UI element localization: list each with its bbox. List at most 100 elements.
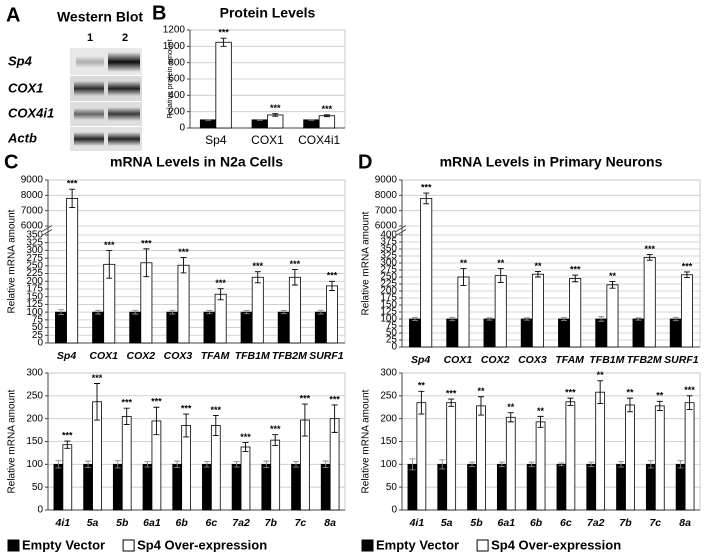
bar: [595, 318, 608, 348]
significance-label: **: [626, 387, 634, 397]
error-bar: [132, 309, 139, 315]
significance-label: **: [477, 386, 485, 396]
x-tick-label: 6b: [176, 517, 189, 529]
error-bar: [212, 415, 219, 437]
bar: [407, 463, 418, 511]
y-tick-label: 150: [26, 436, 43, 447]
y-tick-label: 275: [380, 265, 397, 276]
significance-label: ***: [565, 387, 576, 397]
x-tick-label: 7a2: [232, 517, 250, 529]
error-bar: [243, 310, 250, 315]
bar: [210, 425, 221, 511]
error-bar: [588, 461, 595, 468]
bar: [199, 119, 217, 129]
error-bar: [618, 461, 625, 468]
x-tick-label: COX3: [518, 354, 547, 366]
error-bar: [423, 192, 430, 205]
error-bar: [412, 317, 419, 321]
bar: [215, 41, 232, 129]
significance-label: **: [656, 391, 664, 401]
x-tick-label: 7a2: [587, 517, 605, 529]
y-tick-label: 225: [380, 279, 397, 290]
error-bar: [523, 317, 530, 321]
error-bar: [647, 460, 654, 469]
bar: [569, 277, 582, 348]
bar: [645, 463, 656, 511]
significance-label: ***: [270, 103, 281, 113]
significance-label: ***: [67, 179, 78, 189]
y-tick-label: 50: [32, 322, 44, 333]
lane-label: 2: [122, 32, 128, 44]
y-tick-label: 75: [386, 321, 398, 332]
y-tick-label: 375: [380, 237, 397, 248]
y-tick-label: 50: [386, 328, 398, 339]
y-tick-label: 7000: [375, 205, 398, 216]
x-tick-label: COX1: [89, 350, 118, 362]
chart-title: mRNA Levels in Primary Neurons: [440, 154, 663, 170]
x-tick-label: SURF1: [309, 350, 344, 362]
error-bar: [292, 461, 299, 468]
x-tick-label: COX4i1: [298, 133, 340, 147]
axis-break: [395, 225, 407, 236]
panel-letter: D: [358, 151, 372, 173]
y-tick-label: 200: [26, 413, 43, 424]
chart: 0 200 400 600 800 1000 1200 Sp4 *** COX1 *** COX4i1…: [152, 2, 346, 147]
bar: [632, 318, 645, 348]
error-bar: [95, 309, 102, 315]
chart: 0 50 100 150 200 250 300 4i1 *** 5a *** 5b *** 6a1 ***…: [7, 368, 346, 552]
x-tick-label: Sp4: [57, 350, 76, 362]
y-tick-label: 250: [380, 390, 397, 401]
bar: [240, 311, 253, 344]
error-bar: [418, 390, 425, 415]
significance-label: ***: [329, 394, 340, 404]
bar: [526, 463, 537, 511]
significance-label: **: [537, 406, 545, 416]
bar: [291, 463, 301, 511]
y-tick-label: 200: [380, 286, 397, 297]
x-tick-label: 5a: [87, 517, 99, 529]
bar: [288, 276, 301, 344]
bar: [166, 311, 179, 344]
x-tick-label: 6c: [206, 517, 218, 529]
bar: [531, 273, 544, 348]
x-tick-label: 4i1: [409, 517, 425, 529]
blot-band: [76, 56, 104, 68]
significance-label: ***: [644, 244, 655, 254]
y-tick-label: 200: [168, 106, 185, 117]
significance-label: **: [507, 402, 515, 412]
legend-swatch: [361, 539, 374, 552]
y-tick-label: 300: [380, 258, 397, 269]
error-bar: [123, 407, 130, 426]
bar: [586, 463, 597, 511]
bar: [177, 264, 190, 344]
y-tick-label: 9000: [375, 175, 398, 186]
significance-label: ***: [121, 398, 132, 408]
y-tick-label: 175: [380, 293, 397, 304]
significance-label: ***: [684, 385, 695, 395]
y-tick-label: 100: [380, 459, 397, 470]
legend-swatch: [476, 539, 489, 552]
x-tick-label: 5b: [116, 517, 129, 529]
western-blot-panel: A Western Blot 1 2 Sp4 COX1 COX4i1 Actb: [6, 4, 143, 151]
x-tick-label: 6a1: [143, 517, 161, 529]
x-tick-label: COX1: [444, 354, 473, 366]
y-tick-label: 300: [26, 245, 43, 256]
blot-row-label: COX1: [8, 80, 43, 95]
bar: [240, 446, 251, 511]
error-bar: [301, 403, 308, 437]
x-tick-label: Sp4: [411, 354, 430, 366]
bar: [675, 463, 686, 511]
error-bar: [57, 309, 64, 316]
legend-swatch: [7, 539, 20, 552]
error-bar: [561, 317, 568, 321]
error-bar: [174, 460, 181, 468]
x-tick-label: COX2: [127, 350, 156, 362]
bar: [267, 114, 284, 129]
error-bar: [672, 316, 679, 322]
axis-break: [41, 225, 53, 236]
chart: 0 50 100 150 200 250 300 4i1 ** 5a *** 5b ** 6a1 ** 6b *…: [361, 368, 701, 552]
x-tick-label: TFB1M: [235, 350, 270, 362]
error-bar: [609, 281, 616, 289]
error-bar: [477, 396, 484, 416]
bar: [616, 463, 626, 511]
